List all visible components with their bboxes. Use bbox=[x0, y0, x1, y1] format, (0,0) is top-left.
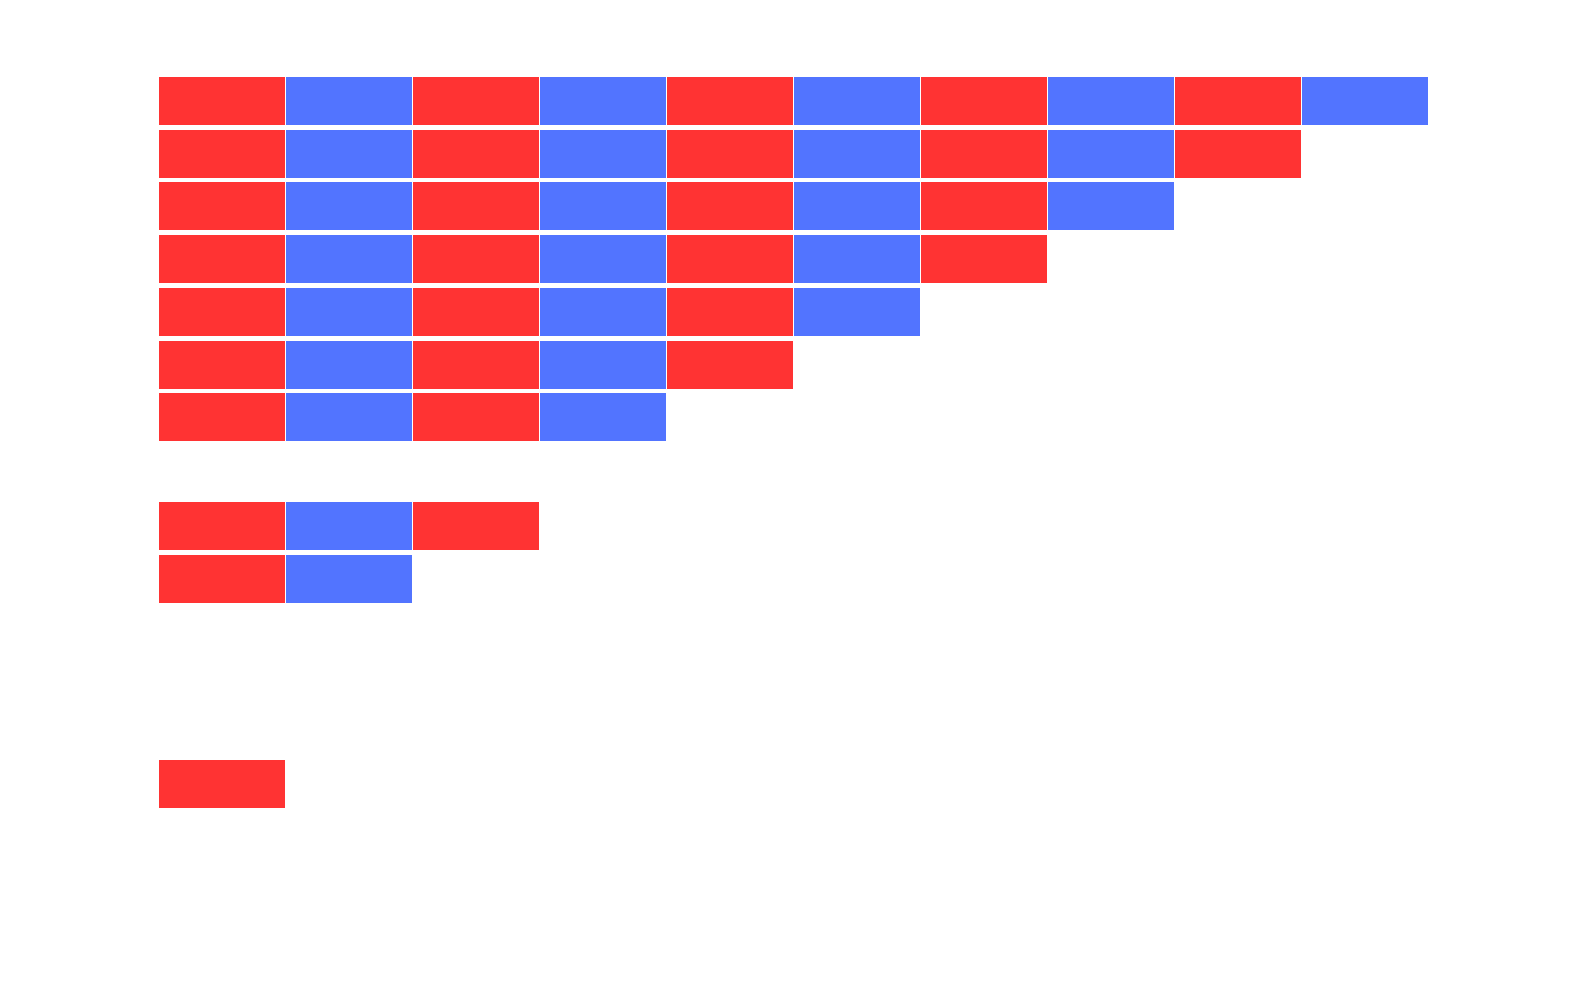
block bbox=[159, 130, 285, 178]
block bbox=[667, 130, 793, 178]
block bbox=[1048, 130, 1174, 178]
block bbox=[794, 130, 920, 178]
block bbox=[286, 182, 412, 230]
block bbox=[413, 235, 539, 283]
block bbox=[794, 288, 920, 336]
block bbox=[540, 288, 666, 336]
block bbox=[286, 393, 412, 441]
block bbox=[1175, 130, 1301, 178]
block bbox=[667, 182, 793, 230]
block bbox=[1302, 77, 1428, 125]
block bbox=[540, 341, 666, 389]
block bbox=[286, 130, 412, 178]
block bbox=[413, 130, 539, 178]
block bbox=[159, 182, 285, 230]
block bbox=[286, 555, 412, 603]
block bbox=[540, 130, 666, 178]
block bbox=[794, 77, 920, 125]
block bbox=[159, 77, 285, 125]
block bbox=[286, 502, 412, 550]
block bbox=[540, 182, 666, 230]
block bbox=[1175, 77, 1301, 125]
block bbox=[413, 393, 539, 441]
block bbox=[286, 235, 412, 283]
block bbox=[159, 555, 285, 603]
block bbox=[413, 288, 539, 336]
block bbox=[159, 760, 285, 808]
block bbox=[921, 130, 1047, 178]
block bbox=[921, 235, 1047, 283]
block bbox=[286, 77, 412, 125]
block bbox=[667, 341, 793, 389]
block bbox=[159, 235, 285, 283]
block bbox=[159, 288, 285, 336]
block bbox=[921, 77, 1047, 125]
block bbox=[794, 235, 920, 283]
block bbox=[413, 502, 539, 550]
block bbox=[159, 502, 285, 550]
block bbox=[286, 341, 412, 389]
block bbox=[540, 77, 666, 125]
block bbox=[1048, 77, 1174, 125]
block bbox=[159, 341, 285, 389]
block bbox=[159, 393, 285, 441]
block bbox=[667, 235, 793, 283]
block bbox=[794, 182, 920, 230]
block bbox=[1048, 182, 1174, 230]
block bbox=[413, 77, 539, 125]
block bbox=[413, 341, 539, 389]
block bbox=[921, 182, 1047, 230]
block bbox=[667, 77, 793, 125]
block bbox=[286, 288, 412, 336]
block bbox=[540, 393, 666, 441]
block bbox=[667, 288, 793, 336]
block bbox=[540, 235, 666, 283]
block bbox=[413, 182, 539, 230]
